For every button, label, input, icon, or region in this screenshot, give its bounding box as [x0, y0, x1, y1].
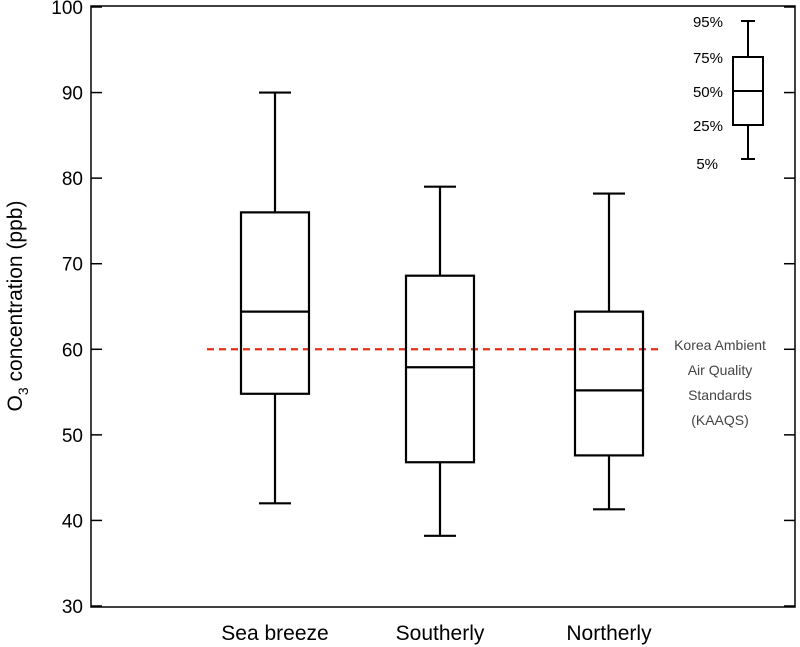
plot-frame	[90, 5, 796, 608]
y-axis-title-main: O	[4, 395, 27, 411]
box-sea-breeze	[239, 91, 311, 505]
y-axis-title-sub: 3	[15, 387, 31, 395]
y-axis-title-rest: concentration (ppb)	[4, 201, 27, 388]
kaaqs-label-line: Standards	[688, 387, 752, 403]
box-northerly	[573, 192, 645, 511]
legend-label: 25%	[693, 118, 723, 135]
boxes	[239, 91, 645, 537]
legend-label: 75%	[693, 50, 723, 67]
y-tick-label: 80	[62, 169, 83, 190]
y-tick-label: 100	[51, 0, 83, 19]
y-axis: 30 40 50 60 70 80 90 100	[51, 0, 795, 618]
box-southerly	[404, 185, 476, 537]
y-tick-label: 70	[62, 255, 83, 276]
category-label: Southerly	[396, 622, 485, 645]
y-tick-label: 50	[62, 426, 83, 447]
iqr-box	[404, 274, 476, 464]
iqr-box	[239, 211, 311, 395]
legend-label: 50%	[693, 84, 723, 101]
y-tick-label: 40	[62, 511, 83, 532]
iqr-box	[573, 310, 645, 457]
legend: 95% 75% 50% 25% 5%	[693, 14, 764, 173]
category-labels: Sea breeze Southerly Northerly	[221, 622, 652, 645]
kaaqs-label-line: Korea Ambient	[674, 337, 766, 353]
kaaqs-label-line: (KAAQS)	[691, 412, 749, 428]
y-axis-title: O3 concentration (ppb)	[4, 201, 31, 412]
y-tick-label: 90	[62, 84, 83, 105]
legend-label: 5%	[696, 156, 718, 173]
category-label: Sea breeze	[221, 622, 328, 645]
kaaqs-label-line: Air Quality	[688, 362, 753, 378]
reference-line-group: Korea Ambient Air Quality Standards (KAAQS)	[207, 337, 766, 428]
y-tick-label: 60	[62, 340, 83, 361]
category-label: Northerly	[566, 622, 652, 645]
legend-label: 95%	[693, 14, 723, 31]
y-tick-label: 30	[62, 597, 83, 618]
